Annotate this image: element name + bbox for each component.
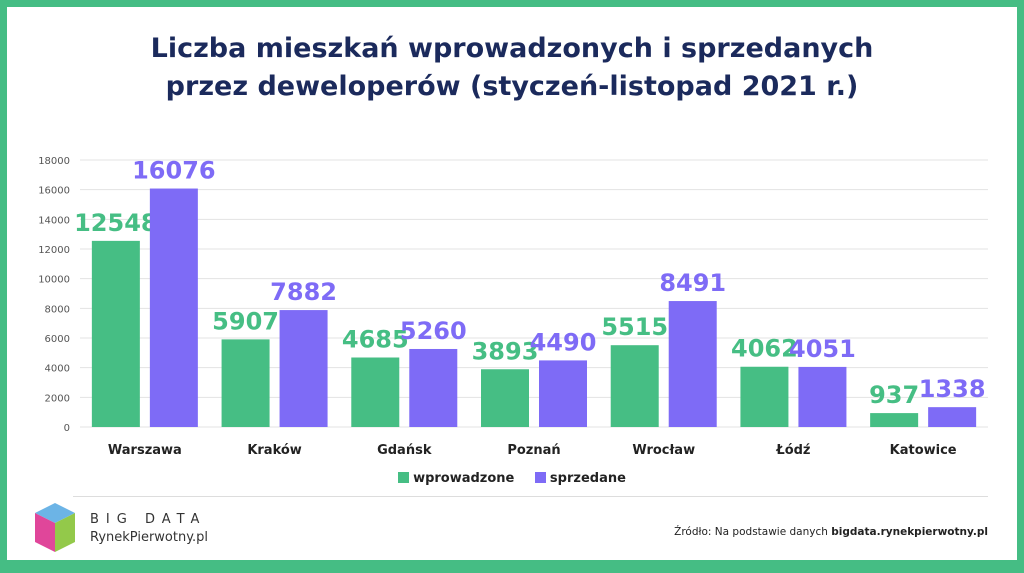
x-tick-label: Łódź bbox=[775, 443, 810, 458]
legend-item-wprowadzone: wprowadzone bbox=[398, 471, 514, 486]
y-tick-label: 16000 bbox=[38, 186, 70, 197]
bar-wprowadzone bbox=[481, 369, 529, 427]
y-tick-label: 0 bbox=[64, 423, 70, 434]
data-label: 5515 bbox=[601, 313, 668, 341]
data-label: 4685 bbox=[342, 326, 409, 354]
legend-swatch bbox=[534, 472, 546, 483]
title-line-1: Liczba mieszkań wprowadzonych i sprzedan… bbox=[150, 33, 874, 64]
title-line-2: przez deweloperów (styczeń-listopad 2021… bbox=[165, 71, 859, 102]
bar-sprzedane bbox=[279, 310, 328, 427]
data-label: 4062 bbox=[731, 335, 798, 363]
x-tick-label: Katowice bbox=[890, 443, 957, 458]
legend: wprowadzone sprzedane bbox=[0, 471, 1024, 486]
bar-wprowadzone bbox=[351, 357, 400, 427]
x-tick-label: Poznań bbox=[507, 443, 560, 458]
y-tick-label: 14000 bbox=[38, 215, 70, 226]
x-tick-label: Gdańsk bbox=[377, 443, 432, 458]
bar-wprowadzone bbox=[610, 345, 659, 427]
x-tick-label: Wrocław bbox=[632, 443, 695, 458]
y-tick-label: 8000 bbox=[45, 304, 70, 315]
legend-label: wprowadzone bbox=[413, 471, 515, 486]
data-label: 937 bbox=[869, 381, 919, 409]
data-label: 4490 bbox=[530, 328, 597, 356]
data-label: 1338 bbox=[919, 375, 986, 403]
legend-item-sprzedane: sprzedane bbox=[534, 471, 626, 486]
bar-sprzedane bbox=[668, 301, 717, 427]
legend-swatch bbox=[398, 472, 410, 483]
data-label: 8491 bbox=[659, 269, 726, 297]
x-tick-label: Warszawa bbox=[108, 443, 182, 458]
logo-cube-icon bbox=[35, 503, 75, 552]
data-label: 5260 bbox=[400, 317, 467, 345]
bar-sprzedane bbox=[539, 360, 587, 427]
y-tick-label: 4000 bbox=[45, 364, 70, 375]
bar-wprowadzone bbox=[740, 366, 789, 427]
data-label: 3893 bbox=[472, 337, 539, 365]
source-note: Źródło: Na podstawie danych bigdata.ryne… bbox=[674, 526, 988, 538]
data-label: 5907 bbox=[212, 307, 279, 335]
x-tick-label: Kraków bbox=[247, 443, 302, 458]
bar-sprzedane bbox=[928, 407, 977, 427]
y-tick-label: 6000 bbox=[45, 334, 70, 345]
y-tick-label: 10000 bbox=[38, 275, 70, 286]
data-label: 7882 bbox=[270, 278, 337, 306]
divider bbox=[73, 496, 988, 497]
bar-wprowadzone bbox=[870, 413, 919, 427]
y-tick-label: 2000 bbox=[45, 393, 70, 404]
logo-text: BIG DATA bbox=[90, 512, 207, 527]
source-prefix: Źródło: Na podstawie danych bbox=[674, 526, 832, 538]
legend-label: sprzedane bbox=[549, 471, 626, 486]
y-tick-label: 12000 bbox=[38, 245, 70, 256]
data-label: 12548 bbox=[74, 209, 158, 237]
chart-title: Liczba mieszkań wprowadzonych i sprzedan… bbox=[0, 30, 1024, 106]
bar-wprowadzone bbox=[91, 240, 140, 427]
data-label: 4051 bbox=[789, 335, 856, 363]
bar-sprzedane bbox=[798, 366, 847, 427]
bar-wprowadzone bbox=[221, 339, 270, 427]
source-link: bigdata.rynekpierwotny.pl bbox=[831, 526, 988, 538]
bar-sprzedane bbox=[149, 188, 198, 427]
y-tick-label: 18000 bbox=[38, 156, 70, 167]
logo-subtext: RynekPierwotny.pl bbox=[90, 530, 209, 545]
data-label: 16076 bbox=[132, 157, 216, 185]
bar-sprzedane bbox=[409, 348, 458, 427]
